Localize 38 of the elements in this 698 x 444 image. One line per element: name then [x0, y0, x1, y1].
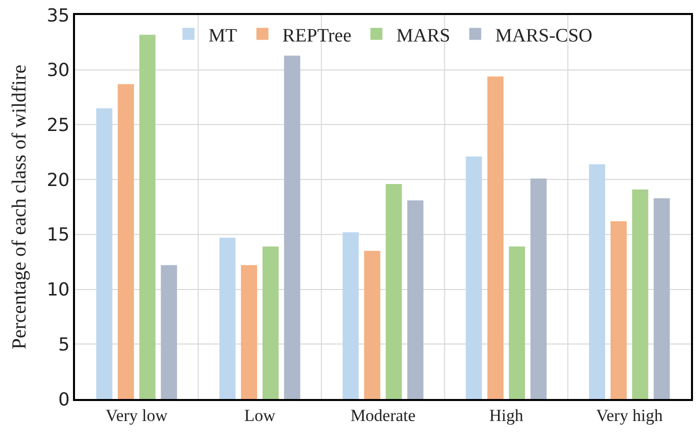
- bar: [139, 34, 156, 399]
- y-tick-label: 35: [46, 5, 70, 26]
- y-tick-label: 10: [46, 280, 70, 301]
- x-tick-label: Very low: [106, 406, 168, 426]
- bar: [118, 84, 134, 399]
- bar: [610, 221, 627, 399]
- x-tick-label: Low: [244, 406, 276, 426]
- bar: [342, 232, 359, 399]
- x-tick-label: Very high: [596, 406, 664, 426]
- legend-label: MARS: [396, 25, 450, 46]
- bar: [407, 200, 424, 399]
- bar: [284, 56, 300, 399]
- legend-label: MARS-CSO: [495, 25, 592, 46]
- bar: [160, 265, 178, 399]
- bar: [508, 246, 526, 399]
- bar: [466, 156, 482, 399]
- y-tick-label: 0: [58, 389, 70, 410]
- x-tick-label: Moderate: [350, 406, 416, 426]
- y-tick-label: 15: [46, 224, 70, 246]
- bar: [588, 164, 606, 399]
- y-tick-label: 30: [46, 60, 70, 82]
- bar: [530, 178, 547, 399]
- y-axis-title: Percentage of each class of wildfire: [8, 64, 31, 350]
- bar: [386, 184, 402, 399]
- y-tick-label: 20: [46, 170, 70, 191]
- bar: [654, 198, 670, 399]
- bar: [262, 246, 279, 399]
- bar: [219, 238, 236, 399]
- legend-label: REPTree: [282, 25, 352, 46]
- y-tick-label: 25: [46, 115, 70, 136]
- bar: [364, 250, 380, 399]
- y-tick-label: 5: [58, 334, 70, 356]
- x-tick-label: High: [489, 406, 524, 426]
- bar: [96, 108, 112, 399]
- bar: [632, 189, 648, 399]
- bar: [240, 265, 258, 399]
- legend-label: MT: [208, 25, 238, 46]
- bar: [487, 76, 504, 399]
